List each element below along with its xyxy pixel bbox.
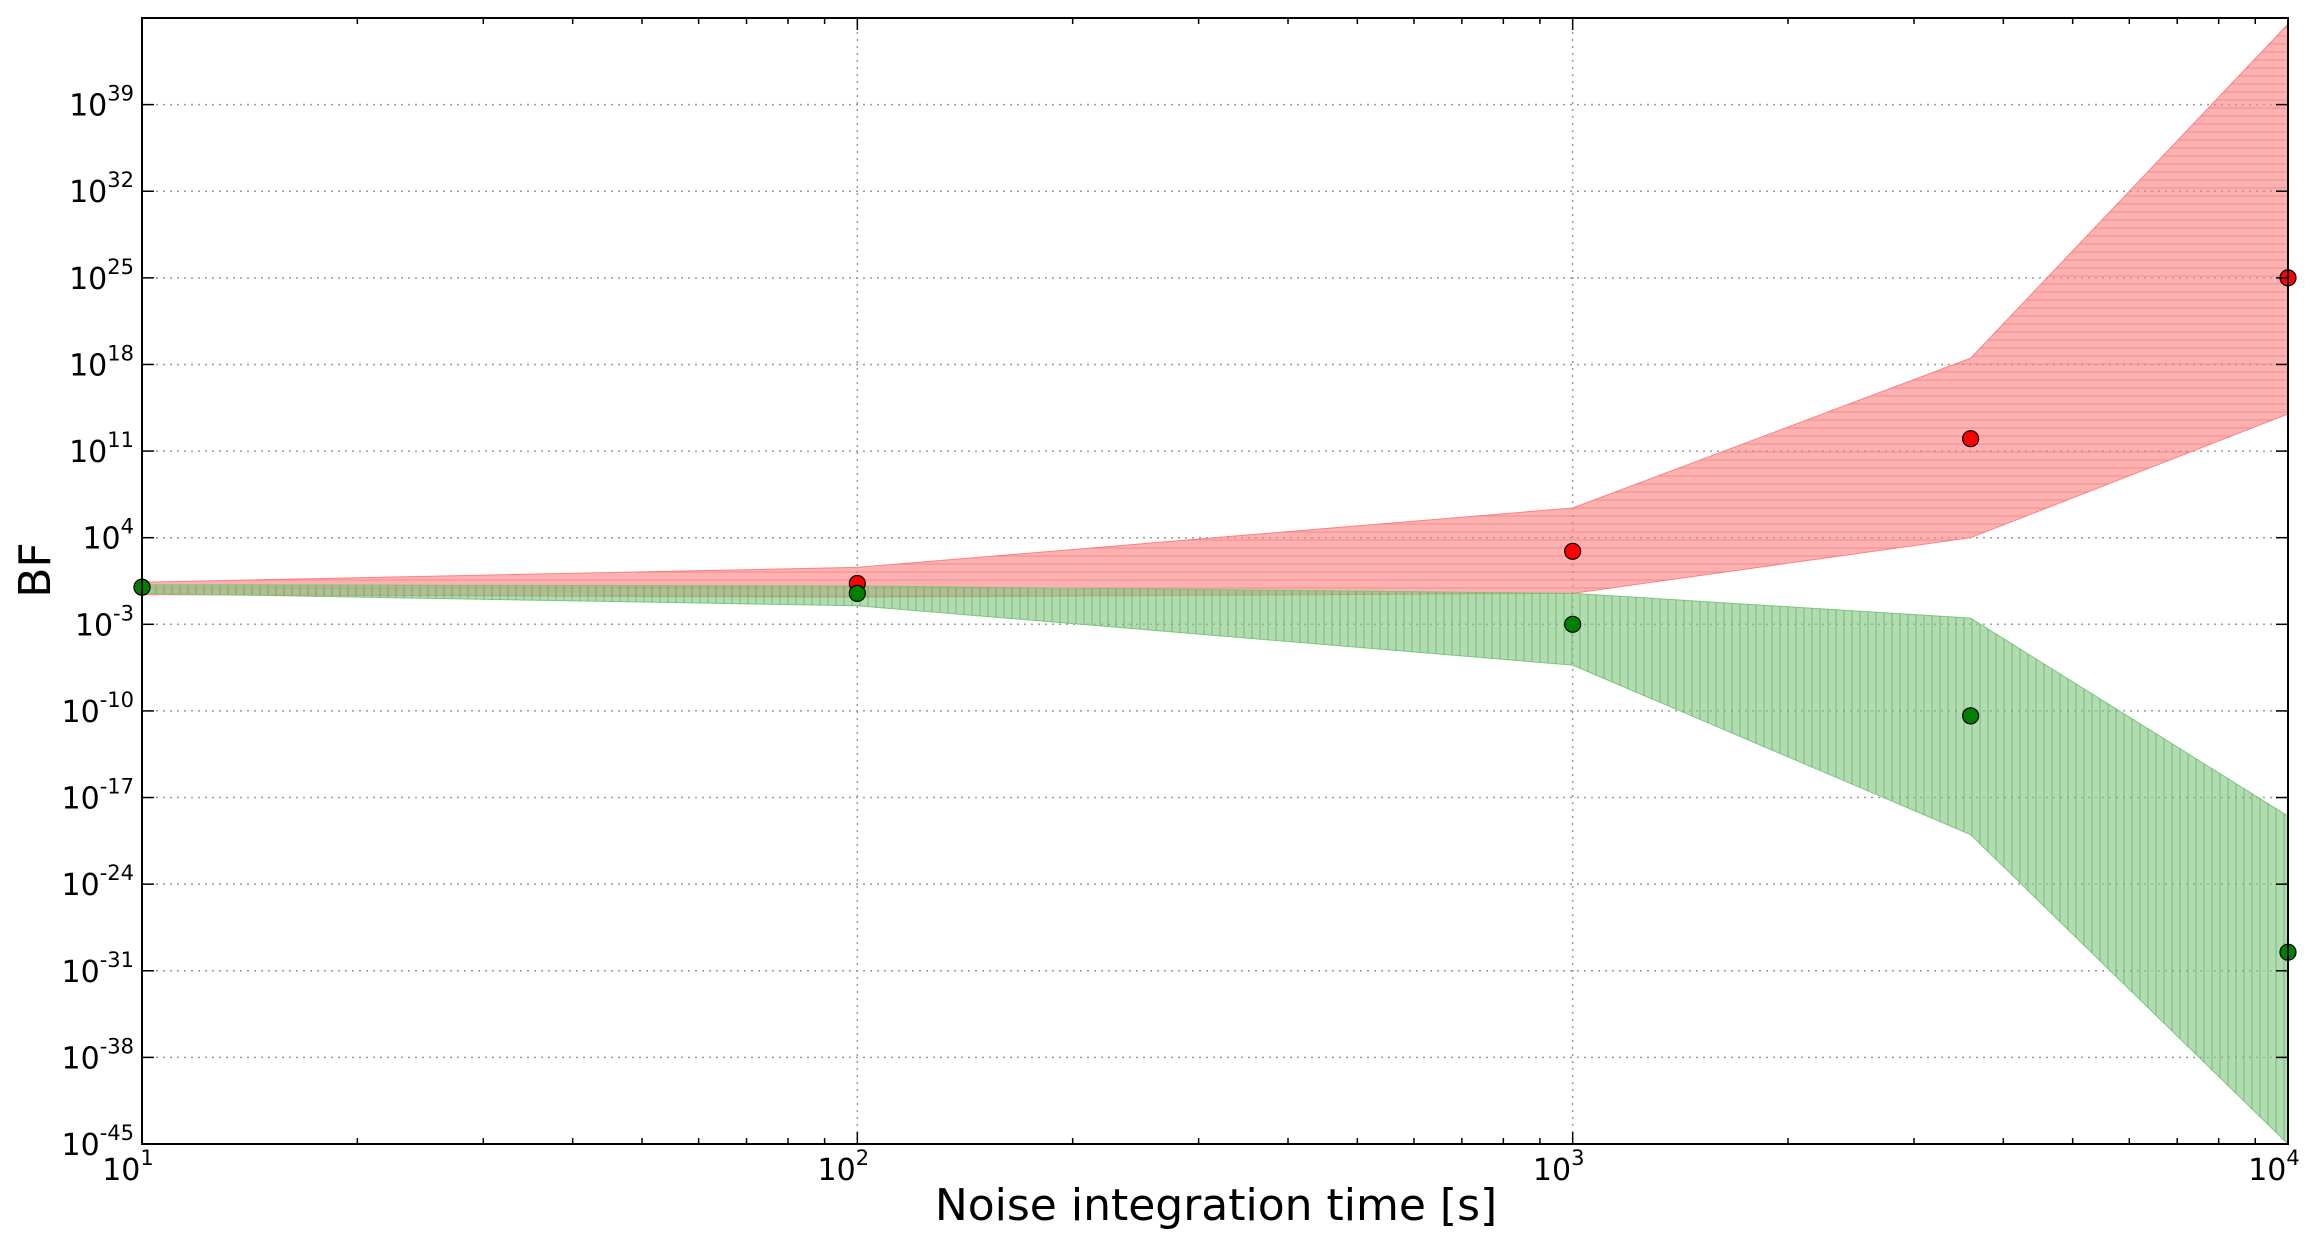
- data-point-series-1: [1962, 707, 1980, 725]
- y-tick-label: 10-24: [62, 861, 135, 903]
- plot-frame: [141, 17, 2289, 1145]
- band-hatch-1: [142, 584, 2288, 1144]
- confidence-bands: [142, 23, 2288, 1144]
- x-tick-label: 104: [2248, 1146, 2300, 1188]
- y-tick-label: 10-3: [75, 601, 134, 643]
- y-tick-label: 10-31: [62, 948, 135, 990]
- y-tick-label: 1011: [69, 428, 134, 470]
- data-point-series-0: [1564, 542, 1582, 560]
- x-axis-title: Noise integration time [s]: [935, 1180, 1497, 1231]
- data-point-series-1: [1564, 615, 1582, 633]
- y-tick-label: 10-45: [62, 1121, 135, 1163]
- y-tick-label: 10-17: [62, 775, 135, 817]
- y-tick-label: 1025: [69, 255, 134, 297]
- y-tick-labels: 1039 1032 1025 1018 1011 104 10-3 10-10 10-17 10-…: [62, 82, 135, 1163]
- y-tick-label: 10-38: [62, 1034, 135, 1076]
- y-tick-label: 1039: [69, 82, 134, 124]
- y-tick-label: 10-10: [62, 688, 135, 730]
- x-tick-label: 101: [102, 1146, 154, 1188]
- data-point-series-1: [848, 584, 866, 602]
- y-tick-label: 1032: [69, 168, 134, 210]
- y-tick-label: 104: [82, 515, 134, 557]
- band-hatch-0: [142, 24, 2288, 598]
- y-axis-title: BF: [10, 542, 61, 598]
- x-tick-label: 103: [1533, 1146, 1585, 1188]
- x-tick-label: 102: [818, 1146, 870, 1188]
- tick-marks: [141, 18, 2289, 1145]
- x-tick-labels: 101 102 103 104: [102, 1146, 2300, 1188]
- y-tick-label: 1018: [69, 341, 134, 383]
- data-point-series-0: [1962, 430, 1980, 448]
